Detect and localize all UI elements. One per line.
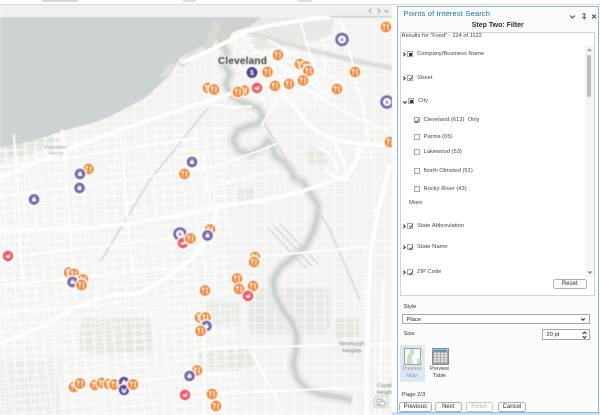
svg-text:Newburgh: Newburgh (339, 342, 365, 348)
svg-text:Heights: Heights (343, 349, 362, 355)
svg-text:Marina: Marina (49, 151, 63, 156)
svg-text:Edgewater: Edgewater (45, 145, 67, 150)
svg-text:Heights: Heights (377, 390, 392, 396)
svg-text:Cleveland: Cleveland (218, 56, 267, 67)
svg-text:Cuyahoga: Cuyahoga (377, 383, 392, 389)
